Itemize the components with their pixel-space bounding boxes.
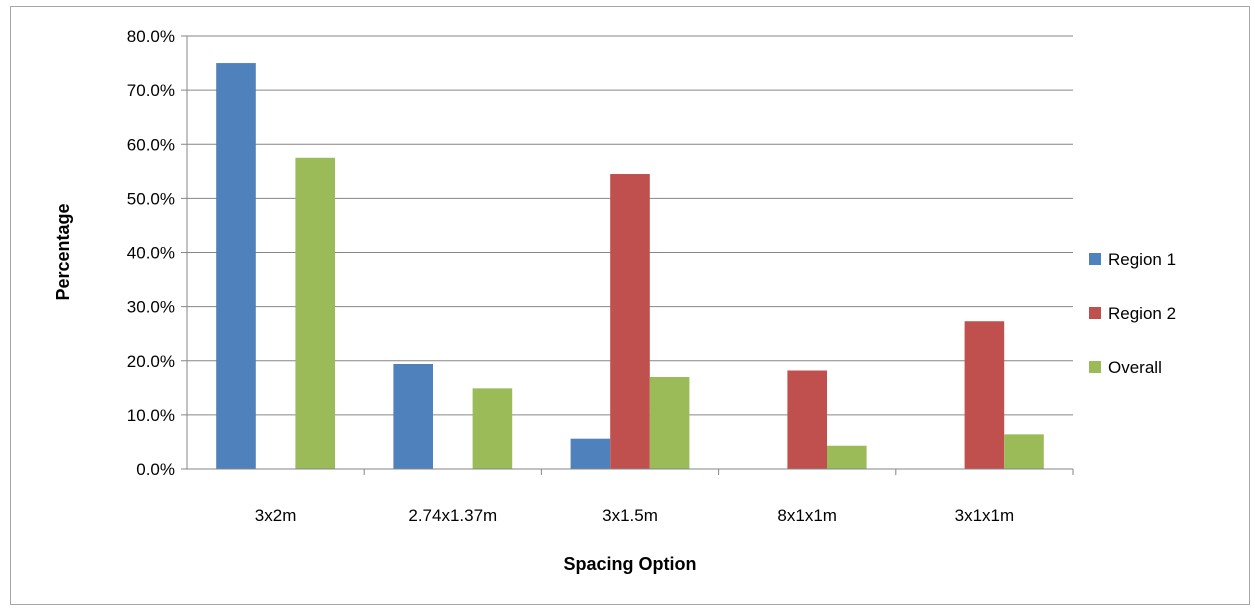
bar-region-1 (393, 363, 433, 469)
x-tick-labels: 3x2m 2.74x1.37m 3x1.5m 8x1x1m 3x1x1m (255, 506, 1014, 525)
bar-region-2 (610, 174, 650, 470)
legend-label: Region 1 (1108, 250, 1176, 269)
bar-overall (472, 388, 513, 469)
x-tick-label: 8x1x1m (777, 506, 837, 525)
bar-region-1 (570, 438, 611, 469)
bar-overall (295, 157, 336, 469)
y-tick-label: 10.0% (127, 406, 175, 425)
bar-region-1 (216, 63, 256, 469)
x-axis-title: Spacing Option (564, 554, 697, 574)
bar-region-2 (964, 321, 1005, 469)
x-tick-label: 3x1x1m (955, 506, 1015, 525)
y-tick-label: 80.0% (127, 27, 175, 46)
y-axis-title: Percentage (53, 203, 73, 300)
legend-swatch (1089, 253, 1101, 265)
x-tick-label: 2.74x1.37m (408, 506, 497, 525)
legend-swatch (1089, 361, 1101, 373)
legend: Region 1 Region 2 Overall (1089, 250, 1176, 377)
legend-label: Region 2 (1108, 304, 1176, 323)
bars (216, 63, 1044, 470)
y-tick-label: 0.0% (136, 460, 175, 479)
x-tick-label: 3x1.5m (602, 506, 658, 525)
bar-overall (649, 376, 690, 469)
y-tick-label: 40.0% (127, 244, 175, 263)
y-tick-label: 50.0% (127, 189, 175, 208)
axes (186, 36, 1074, 475)
legend-label: Overall (1108, 358, 1162, 377)
bar-overall (827, 445, 867, 469)
y-tick-label: 70.0% (127, 81, 175, 100)
y-tick-label: 60.0% (127, 135, 175, 154)
x-tick-label: 3x2m (255, 506, 297, 525)
legend-swatch (1089, 307, 1101, 319)
y-tick-labels: 0.0% 10.0% 20.0% 30.0% 40.0% 50.0% 60.0% 70.0% 8… (127, 27, 175, 479)
bar-overall (1004, 434, 1044, 469)
bar-region-2 (787, 370, 828, 469)
y-tick-label: 20.0% (127, 352, 175, 371)
y-tick-label: 30.0% (127, 298, 175, 317)
